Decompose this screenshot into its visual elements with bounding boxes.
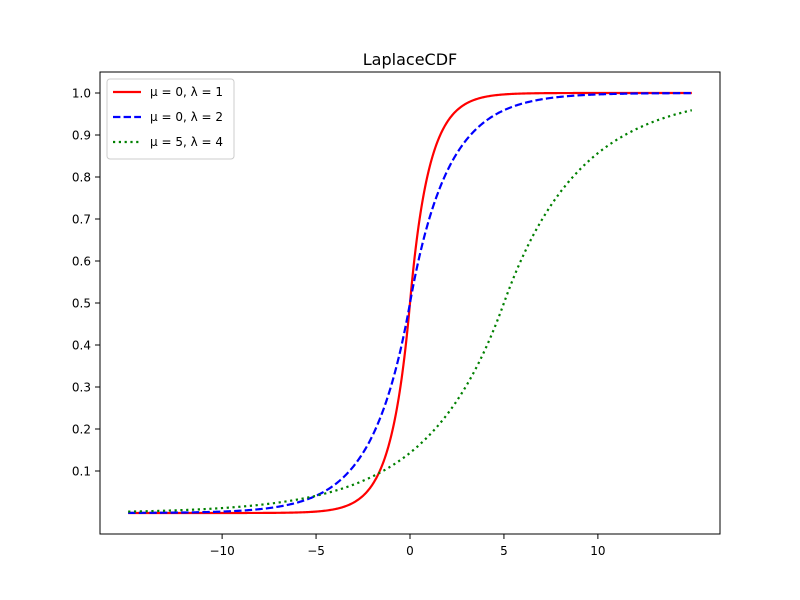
chart-title: LaplaceCDF [363,50,457,69]
y-tick-label: 0.3 [72,381,91,395]
y-tick-label: 1.0 [72,87,91,101]
y-axis: 0.1 0.2 0.3 0.4 0.5 0.6 0.7 0.8 0.9 1.0 [72,87,100,479]
legend-label-series-3: μ = 5, λ = 4 [150,135,223,149]
x-tick-label: 0 [406,544,414,558]
legend-label-series-2: μ = 0, λ = 2 [150,110,223,124]
legend-box [106,78,235,160]
y-tick-label: 0.4 [72,339,91,353]
x-axis: −10 −5 0 5 10 [209,534,606,558]
y-tick-label: 0.1 [72,465,91,479]
series-lines [128,91,693,515]
y-tick-label: 0.2 [72,423,91,437]
y-tick-label: 0.7 [72,213,91,227]
y-tick-label: 0.5 [72,297,91,311]
series-line-1 [128,91,692,515]
x-tick-label: −5 [307,544,325,558]
x-tick-label: 5 [500,544,508,558]
y-tick-label: 0.6 [72,255,91,269]
y-tick-label: 0.8 [72,171,91,185]
legend: μ = 0, λ = 1 μ = 0, λ = 2 μ = 5, λ = 4 [106,78,235,160]
y-tick-label: 0.9 [72,129,91,143]
series-line-3 [128,109,693,513]
x-tick-label: 10 [590,544,605,558]
x-tick-label: −10 [209,544,234,558]
legend-label-series-1: μ = 0, λ = 1 [150,85,223,99]
